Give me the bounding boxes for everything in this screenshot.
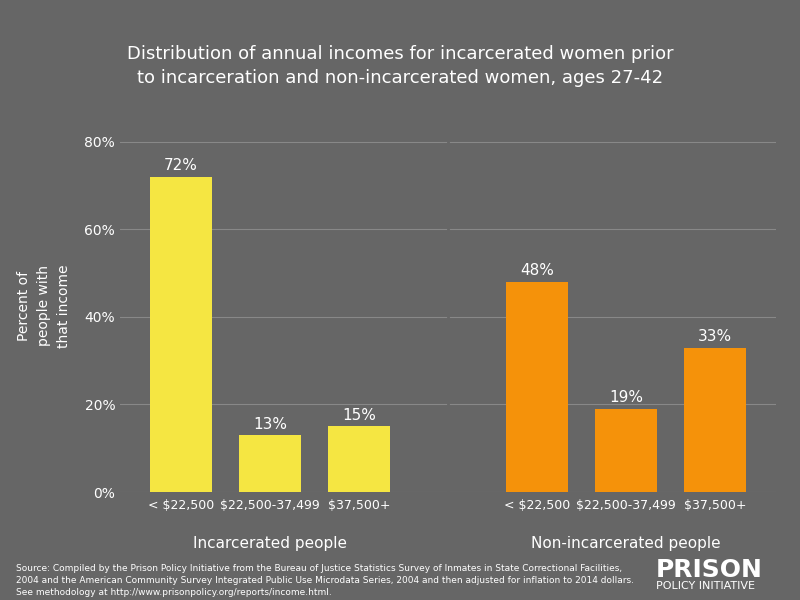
Bar: [506, 282, 568, 492]
Text: 15%: 15%: [342, 408, 376, 423]
Text: 19%: 19%: [609, 391, 643, 406]
Text: POLICY INITIATIVE: POLICY INITIATIVE: [656, 581, 755, 591]
Text: Distribution of annual incomes for incarcerated women prior
to incarceration and: Distribution of annual incomes for incar…: [126, 46, 674, 87]
Text: Non-incarcerated people: Non-incarcerated people: [531, 536, 721, 551]
Bar: [150, 177, 212, 492]
Bar: [684, 347, 746, 492]
Text: 33%: 33%: [698, 329, 732, 344]
Bar: [328, 427, 390, 492]
Text: Source: Compiled by the Prison Policy Initiative from the Bureau of Justice Stat: Source: Compiled by the Prison Policy In…: [16, 565, 634, 597]
Text: 13%: 13%: [253, 416, 287, 431]
Text: 48%: 48%: [520, 263, 554, 278]
Text: PRISON: PRISON: [656, 558, 763, 582]
Bar: [595, 409, 657, 492]
Bar: [239, 435, 301, 492]
Text: 72%: 72%: [164, 158, 198, 173]
Text: Incarcerated people: Incarcerated people: [193, 536, 347, 551]
Y-axis label: Percent of
people with
that income: Percent of people with that income: [18, 264, 70, 348]
